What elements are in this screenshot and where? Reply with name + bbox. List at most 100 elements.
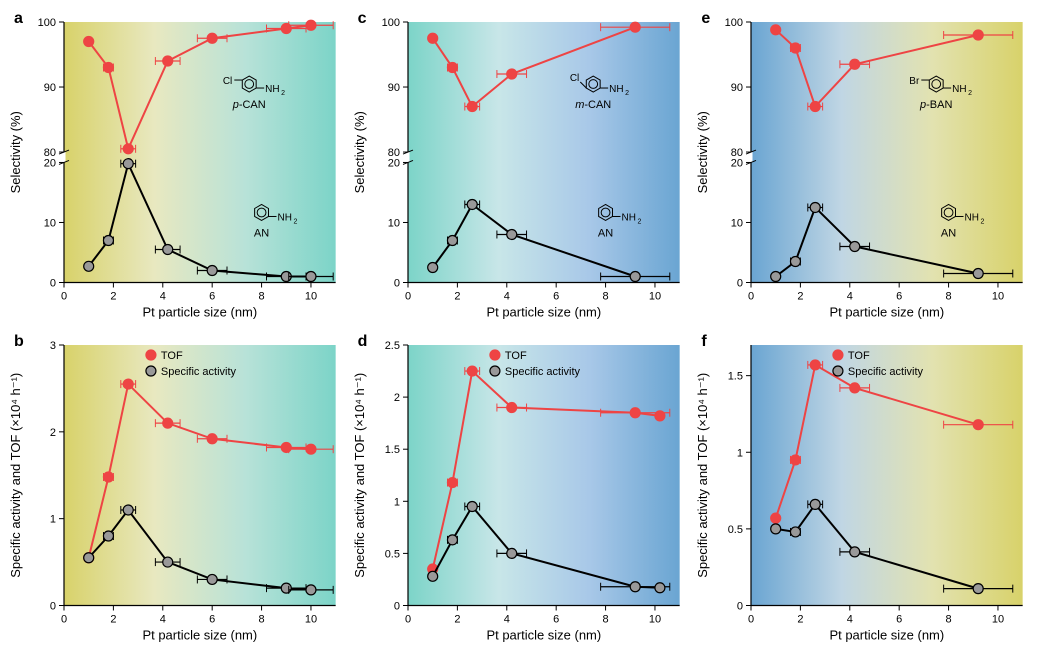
svg-text:0: 0	[61, 613, 67, 625]
svg-text:10: 10	[731, 217, 743, 229]
svg-text:Specific activity: Specific activity	[161, 366, 237, 378]
svg-text:0.5: 0.5	[384, 548, 399, 560]
svg-text:AN: AN	[598, 227, 613, 239]
figure-grid: a0246810Pt particle size (nm)01020809010…	[0, 0, 1039, 653]
svg-text:2: 2	[798, 613, 804, 625]
svg-text:0: 0	[737, 600, 743, 612]
svg-text:4: 4	[160, 290, 166, 302]
svg-text:AN: AN	[941, 227, 956, 239]
svg-text:8: 8	[946, 613, 952, 625]
svg-text:1.5: 1.5	[384, 444, 399, 456]
svg-text:2: 2	[625, 90, 629, 97]
svg-text:0: 0	[737, 277, 743, 289]
svg-text:AN: AN	[254, 227, 269, 239]
svg-text:4: 4	[503, 613, 509, 625]
svg-text:0: 0	[748, 613, 754, 625]
svg-text:0: 0	[405, 613, 411, 625]
svg-text:NH: NH	[265, 84, 279, 95]
svg-text:2.5: 2.5	[384, 340, 399, 352]
svg-text:Selectivity (%): Selectivity (%)	[352, 111, 367, 193]
svg-text:NH: NH	[277, 212, 291, 223]
svg-text:10: 10	[305, 290, 317, 302]
svg-text:90: 90	[387, 82, 399, 94]
svg-text:20: 20	[44, 157, 56, 169]
svg-text:Specific activity: Specific activity	[505, 366, 581, 378]
svg-text:NH: NH	[965, 212, 979, 223]
svg-text:2: 2	[454, 290, 460, 302]
svg-text:10: 10	[992, 290, 1004, 302]
svg-text:10: 10	[387, 217, 399, 229]
svg-text:8: 8	[259, 290, 265, 302]
svg-text:4: 4	[847, 613, 853, 625]
svg-text:TOF: TOF	[505, 350, 527, 362]
svg-text:0: 0	[394, 600, 400, 612]
svg-text:6: 6	[553, 290, 559, 302]
svg-text:2: 2	[293, 218, 297, 225]
svg-text:Pt particle size (nm): Pt particle size (nm)	[830, 627, 945, 642]
svg-text:10: 10	[44, 217, 56, 229]
svg-text:NH: NH	[609, 84, 623, 95]
svg-text:0: 0	[50, 277, 56, 289]
svg-text:Specific activity and TOF (×10: Specific activity and TOF (×10⁴ h⁻¹)	[8, 372, 23, 577]
svg-text:8: 8	[259, 613, 265, 625]
svg-text:Selectivity (%): Selectivity (%)	[8, 111, 23, 193]
svg-text:Specific activity and TOF (×10: Specific activity and TOF (×10⁴ h⁻¹)	[352, 372, 367, 577]
svg-text:Pt particle size (nm): Pt particle size (nm)	[830, 304, 945, 319]
svg-text:Pt particle size (nm): Pt particle size (nm)	[142, 304, 257, 319]
svg-text:6: 6	[896, 613, 902, 625]
svg-text:10: 10	[992, 613, 1004, 625]
svg-text:Specific activity: Specific activity	[848, 366, 924, 378]
svg-text:2: 2	[50, 426, 56, 438]
svg-text:0: 0	[405, 290, 411, 302]
svg-text:4: 4	[503, 290, 509, 302]
svg-text:100: 100	[38, 17, 56, 29]
svg-text:4: 4	[847, 290, 853, 302]
svg-text:10: 10	[305, 613, 317, 625]
svg-text:1.5: 1.5	[728, 370, 743, 382]
svg-text:1: 1	[50, 513, 56, 525]
svg-text:Cl: Cl	[223, 76, 232, 87]
svg-text:Pt particle size (nm): Pt particle size (nm)	[142, 627, 257, 642]
svg-text:2: 2	[394, 392, 400, 404]
svg-text:0.5: 0.5	[728, 523, 743, 535]
svg-text:1: 1	[737, 447, 743, 459]
svg-text:6: 6	[896, 290, 902, 302]
svg-text:100: 100	[725, 17, 743, 29]
svg-text:90: 90	[44, 82, 56, 94]
svg-text:0: 0	[748, 290, 754, 302]
svg-text:Br: Br	[910, 76, 921, 87]
svg-text:6: 6	[553, 613, 559, 625]
panel-d: d0246810Pt particle size (nm)00.511.522.…	[350, 329, 690, 648]
panel-b: b0246810Pt particle size (nm)0123Specifi…	[6, 329, 346, 648]
svg-text:2: 2	[968, 90, 972, 97]
svg-text:2: 2	[981, 218, 985, 225]
svg-text:p-BAN: p-BAN	[919, 99, 952, 111]
panel-f: f0246810Pt particle size (nm)00.511.5Spe…	[693, 329, 1033, 648]
svg-text:Specific activity and TOF (×10: Specific activity and TOF (×10⁴ h⁻¹)	[695, 372, 710, 577]
svg-text:10: 10	[649, 290, 661, 302]
svg-text:10: 10	[649, 613, 661, 625]
svg-text:20: 20	[731, 157, 743, 169]
svg-text:Pt particle size (nm): Pt particle size (nm)	[486, 304, 601, 319]
svg-text:2: 2	[110, 290, 116, 302]
svg-text:NH: NH	[621, 212, 635, 223]
svg-text:0: 0	[394, 277, 400, 289]
svg-text:Cl: Cl	[570, 73, 579, 84]
svg-text:Pt particle size (nm): Pt particle size (nm)	[486, 627, 601, 642]
svg-text:90: 90	[731, 82, 743, 94]
svg-text:6: 6	[209, 290, 215, 302]
svg-text:2: 2	[110, 613, 116, 625]
svg-text:80: 80	[44, 147, 56, 159]
svg-text:8: 8	[602, 613, 608, 625]
svg-text:6: 6	[209, 613, 215, 625]
svg-text:TOF: TOF	[161, 350, 183, 362]
svg-text:2: 2	[798, 290, 804, 302]
panel-c: c0246810Pt particle size (nm)01020809010…	[350, 6, 690, 325]
panel-a: a0246810Pt particle size (nm)01020809010…	[6, 6, 346, 325]
svg-text:0: 0	[61, 290, 67, 302]
svg-text:3: 3	[50, 340, 56, 352]
svg-text:4: 4	[160, 613, 166, 625]
svg-text:0: 0	[50, 600, 56, 612]
svg-text:80: 80	[731, 147, 743, 159]
svg-text:Selectivity (%): Selectivity (%)	[695, 111, 710, 193]
